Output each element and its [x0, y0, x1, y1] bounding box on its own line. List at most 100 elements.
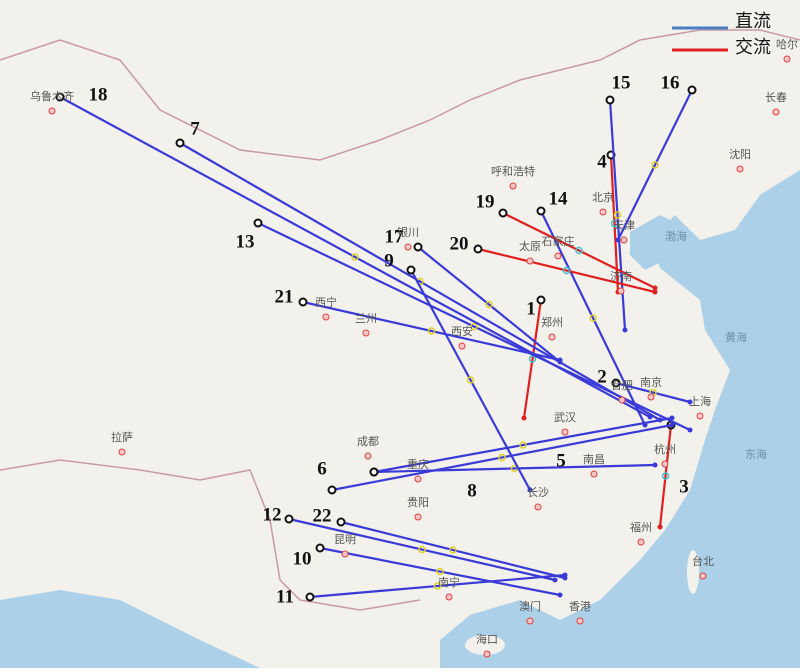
- route-line: [615, 381, 691, 404]
- route-number: 5: [556, 450, 566, 471]
- converter: [351, 253, 359, 261]
- city-dot: [699, 572, 707, 580]
- city-label: 北京: [592, 190, 614, 204]
- route-number: 10: [293, 548, 312, 569]
- route-line: [288, 517, 556, 582]
- route-start: [327, 485, 337, 495]
- city-label: 南京: [640, 375, 662, 389]
- city-label: 合肥: [611, 378, 633, 392]
- city-label: 呼和浩特: [491, 164, 535, 178]
- route-end: [687, 399, 693, 405]
- route-start: [536, 206, 546, 216]
- route-number: 7: [190, 118, 200, 139]
- route-end: [622, 327, 628, 333]
- route-number: 22: [313, 505, 332, 526]
- route-end: [521, 415, 527, 421]
- legend-label: 直流: [735, 11, 771, 32]
- city-dot: [783, 55, 791, 63]
- route-number: 6: [317, 458, 327, 479]
- converter: [427, 327, 436, 335]
- route-number: 13: [236, 231, 255, 252]
- city-label: 武汉: [554, 411, 576, 424]
- route-number: 14: [549, 188, 569, 209]
- city-dot: [736, 165, 744, 173]
- sea: [0, 590, 260, 668]
- city-label: 长春: [765, 91, 787, 104]
- route-line: [319, 546, 561, 597]
- route-end: [642, 422, 648, 428]
- city-label: 银川: [397, 225, 419, 239]
- route-number: 2: [597, 366, 607, 387]
- converter: [449, 546, 457, 554]
- city-dot: [618, 396, 626, 404]
- converter: [651, 161, 659, 169]
- route-start: [55, 92, 65, 102]
- city-label: 哈尔: [776, 38, 798, 51]
- city-label: 昆明: [334, 533, 356, 546]
- route-end: [552, 577, 558, 583]
- route-start: [536, 295, 546, 305]
- city-dot: [322, 313, 330, 321]
- city-label: 香港: [569, 600, 591, 613]
- route-start: [336, 517, 346, 527]
- route-start: [406, 265, 416, 275]
- city-label: 济南: [610, 269, 632, 283]
- city-label: 澳门: [519, 599, 541, 613]
- city-label: 太原: [519, 240, 541, 253]
- route-number: 21: [275, 286, 294, 307]
- city-dot: [341, 550, 349, 558]
- city-label: 上海: [689, 394, 711, 408]
- route-line: [373, 463, 656, 474]
- city-label: 石家庄: [542, 234, 575, 248]
- city-dot: [576, 617, 584, 625]
- converter: [613, 211, 622, 219]
- route-end: [557, 592, 563, 598]
- route-start: [611, 378, 621, 388]
- converter: [589, 314, 597, 322]
- route-start: [605, 95, 615, 105]
- city-dot: [599, 208, 607, 216]
- legend-label: 交流: [735, 37, 771, 58]
- city-label: 贵阳: [407, 496, 429, 509]
- city-label: 南昌: [583, 453, 605, 466]
- sea: [440, 170, 800, 668]
- route-end: [562, 575, 568, 581]
- route-end: [647, 414, 653, 420]
- route-number: 20: [450, 233, 469, 254]
- route-line: [257, 222, 691, 431]
- sea-label: 黄海: [725, 330, 747, 344]
- city-dot: [414, 513, 422, 521]
- route-start: [305, 592, 315, 602]
- city-dot: [364, 452, 372, 460]
- route-start: [498, 208, 508, 218]
- route-line: [522, 299, 543, 419]
- converter: [436, 567, 444, 576]
- city-label: 沈阳: [729, 147, 751, 161]
- city-dot: [772, 108, 780, 116]
- city-dot: [554, 252, 562, 260]
- route-line: [540, 210, 646, 426]
- route-line: [373, 416, 673, 474]
- city-label: 乌鲁木齐: [30, 89, 74, 103]
- city-label: 海口: [476, 632, 498, 646]
- city-dot: [647, 393, 655, 401]
- city-dot: [534, 503, 542, 511]
- city-label: 成都: [357, 435, 379, 448]
- city-dot: [483, 650, 491, 658]
- route-number: 9: [384, 250, 394, 271]
- route-end: [657, 524, 663, 530]
- converter: [519, 441, 527, 449]
- route-number: 3: [679, 476, 689, 497]
- route-end: [687, 427, 693, 433]
- route-start: [175, 138, 185, 148]
- city-label: 天津: [613, 219, 635, 232]
- converter: [575, 246, 583, 255]
- route-start: [253, 218, 263, 228]
- route-number: 19: [476, 191, 495, 212]
- converter: [485, 300, 493, 309]
- city-dot: [696, 412, 704, 420]
- route-end: [657, 417, 663, 423]
- route-start: [315, 543, 325, 553]
- city-dot: [617, 287, 625, 295]
